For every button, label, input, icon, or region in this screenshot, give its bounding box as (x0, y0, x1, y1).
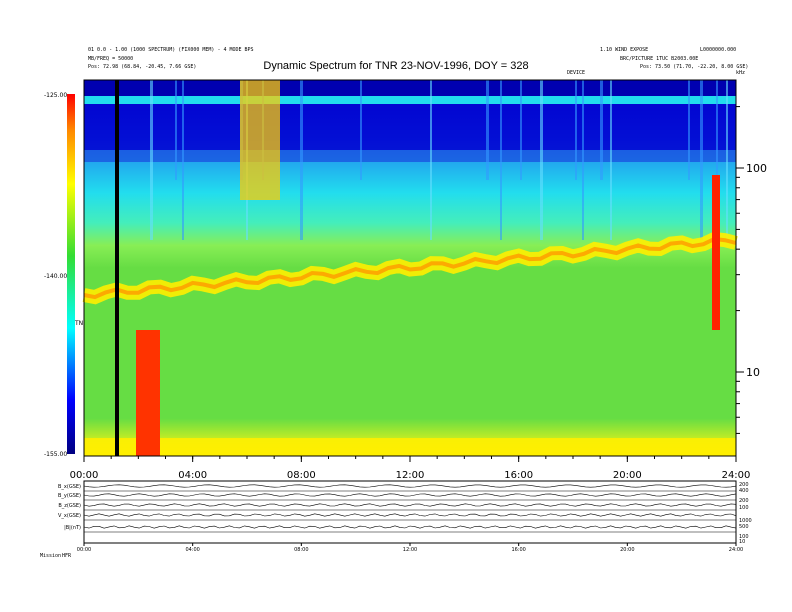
panel-right-tick: 200 (739, 482, 749, 488)
data-gap-line (115, 80, 119, 456)
header-info-left-2: MB/FREQ = 50000 (88, 56, 134, 62)
streak (182, 80, 184, 240)
x-tick-label: 04:00 (178, 470, 207, 481)
bottom-yellow-band (84, 438, 736, 456)
header-info-right-4: Pos: 73.50 (71.70, -22.20, 8.00 GSE) (640, 64, 749, 70)
device-mark: DEVICE (567, 70, 586, 76)
panel-trace (83, 525, 737, 529)
lower-x-tick-label: 24:00 (729, 547, 743, 553)
streak (688, 80, 690, 180)
header-info-left-3: Pos: 72.98 (68.84, -20.45, 7.66 GSE) (88, 64, 197, 70)
footer-hfr: HFR (62, 553, 72, 559)
lower-panel-labels: B_x(GSE) B_y(GSE) B_z(GSE) V_x(GSE) |B|(nT) 2… (58, 482, 752, 545)
x-tick-label: 16:00 (504, 470, 533, 481)
x-tick-label: 12:00 (396, 470, 425, 481)
streak (716, 80, 718, 180)
colorbar-side-label: TNR (75, 320, 88, 327)
lower-x-tick-label: 00:00 (77, 547, 91, 553)
emission-ridge-core (83, 236, 737, 300)
streak (430, 80, 432, 240)
panel-label: B_x(GSE) (58, 484, 81, 490)
dark-band-mid (84, 104, 736, 150)
streak (582, 80, 584, 240)
panel-right-tick: 1000 (739, 518, 752, 524)
colorbar-mid-label: -140.00 (44, 273, 68, 280)
panel-trace (83, 493, 737, 497)
red-burst (136, 330, 160, 456)
panel-right-tick: 100 (739, 534, 749, 540)
streak (500, 80, 502, 240)
streak (610, 80, 612, 240)
panel-right-tick: 500 (739, 524, 749, 530)
streak (150, 80, 153, 240)
lower-panel-lines (83, 484, 737, 533)
cyan-band (84, 96, 736, 104)
header-info-right-3: BRC/PICTURE 1TUC B2003.00E (620, 56, 699, 62)
x-ticks: 00:00 04:00 08:00 12:00 16:00 20:00 24:00 (70, 456, 751, 481)
panel-right-tick: 200 (739, 498, 749, 504)
streak (575, 80, 577, 180)
panel-right-tick: 10 (739, 539, 745, 545)
lower-x-tick-label: 16:00 (511, 547, 525, 553)
y-tick-label: 100 (746, 162, 767, 175)
lower-x-tick-label: 12:00 (403, 547, 417, 553)
lower-x-tick-label: 20:00 (620, 547, 634, 553)
colorbar-bottom-label: -155.00 (44, 451, 68, 458)
colorbar-gradient (67, 94, 75, 454)
header-info-right-1: 1.10 WIND EXPOSE (600, 47, 649, 53)
header-info-right-2: L0000000.000 (700, 47, 737, 53)
lower-panel-frame (83, 480, 737, 544)
panel-label: V_x(GSE) (58, 513, 81, 519)
header-info-left-1: 01 0.0 - 1.00 (1000 SPECTRUM) (FIX000 ME… (88, 47, 254, 53)
streak (540, 80, 543, 240)
panel-label: |B|(nT) (64, 525, 81, 531)
panel-right-tick: 100 (739, 505, 749, 511)
streak (300, 80, 303, 240)
streak (600, 80, 603, 180)
streak (700, 80, 703, 240)
x-tick-label: 00:00 (70, 470, 99, 481)
streak (360, 80, 362, 180)
streak (486, 80, 489, 180)
lower-x-tick-label: 04:00 (185, 547, 199, 553)
khz-unit-label: kHz (736, 70, 746, 76)
streak (175, 80, 177, 180)
panel-trace (83, 484, 737, 488)
y-tick-label: 10 (746, 366, 760, 379)
streak (520, 80, 522, 180)
colorbar-top-label: -125.00 (44, 92, 68, 99)
x-tick-label: 08:00 (287, 470, 316, 481)
type-iii-burst (240, 80, 280, 200)
y-ticks: 10 100 (736, 106, 767, 434)
colorbar (67, 94, 75, 454)
streak (726, 80, 728, 240)
lower-x-ticks: 00:00 04:00 08:00 12:00 16:00 20:00 24:00 (77, 543, 743, 553)
panel-label: B_y(GSE) (58, 493, 81, 499)
panel-trace (83, 503, 737, 507)
red-spike-right (712, 175, 720, 330)
footer-mission: Mission (40, 553, 62, 559)
panel-label: B_z(GSE) (58, 503, 81, 509)
panel-trace (83, 513, 737, 517)
x-tick-label: 20:00 (613, 470, 642, 481)
panel-right-tick: 400 (739, 488, 749, 494)
lower-x-tick-label: 08:00 (294, 547, 308, 553)
x-tick-label: 24:00 (722, 470, 751, 481)
chart-title: Dynamic Spectrum for TNR 23-NOV-1996, DO… (263, 60, 529, 72)
